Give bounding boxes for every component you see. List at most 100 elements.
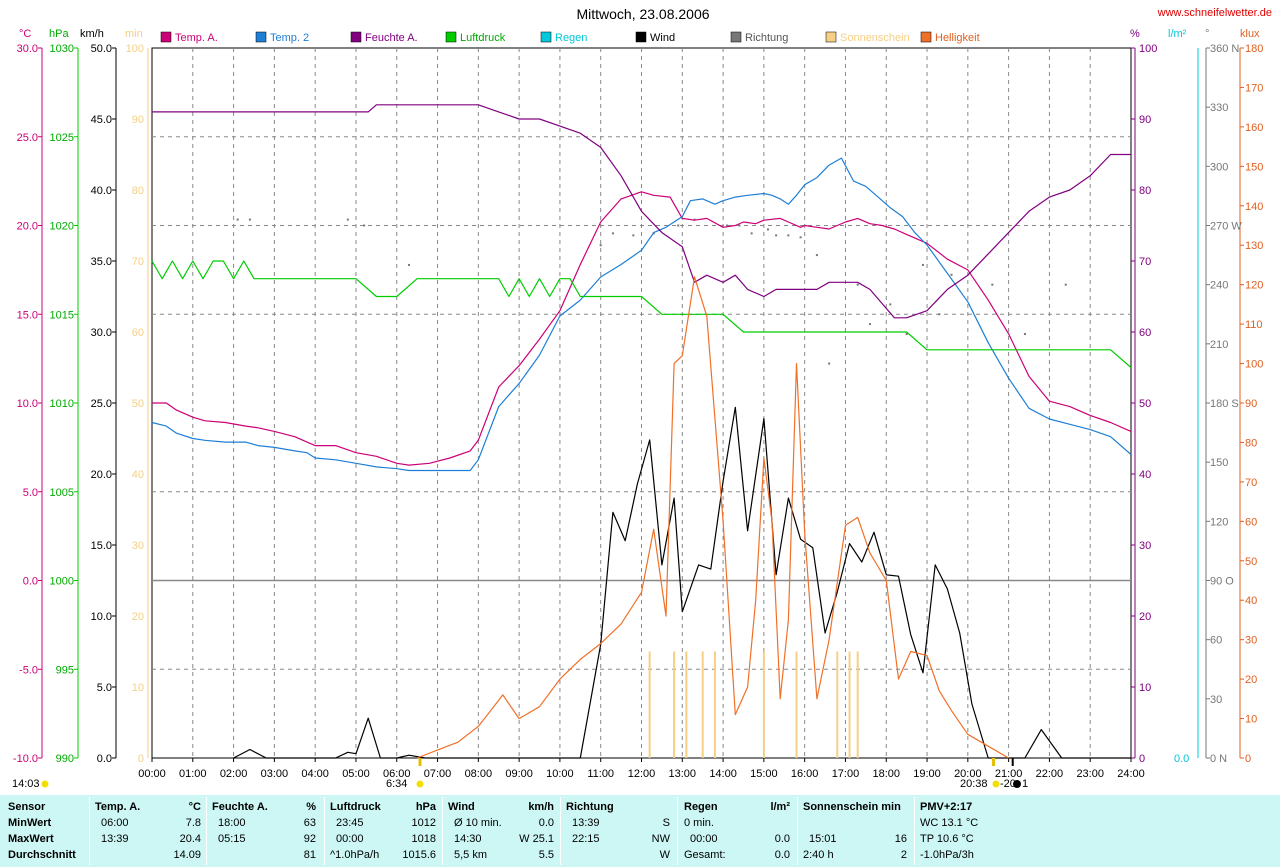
- wind-direction-point: [632, 234, 635, 237]
- wind-tick-label: 50.0: [91, 43, 112, 55]
- statistics-panel: Sensor MinWert MaxWert Durchschnitt Temp…: [0, 795, 1280, 867]
- wind-direction-point: [921, 263, 924, 266]
- pressure-tick-label: 1025: [50, 132, 74, 144]
- legend-label: Helligkeit: [935, 32, 980, 44]
- x-tick-label: 22:00: [1036, 768, 1064, 780]
- wind-tick-label: 0.0: [97, 753, 112, 765]
- luftdruck-line: [151, 260, 1132, 368]
- rain-row2-label: 00:00: [690, 833, 718, 845]
- humidity-tick-label: 80: [1139, 185, 1151, 197]
- brightness-tick-label: 40: [1245, 595, 1257, 607]
- wind-unit: km/h: [528, 801, 554, 813]
- brightness-tick-label: 110: [1245, 319, 1263, 331]
- x-tick-label: 01:00: [179, 768, 207, 780]
- sun-tick-label: 30: [132, 540, 144, 552]
- temp-tick-label: 15.0: [17, 309, 38, 321]
- temp-tick-label: 20.0: [17, 221, 38, 233]
- brightness-tick-label: 120: [1245, 280, 1263, 292]
- x-tick-label: 13:00: [669, 768, 697, 780]
- legend-swatch: [635, 31, 647, 43]
- brightness-tick-label: 80: [1245, 437, 1257, 449]
- brightness-tick-label: 0: [1245, 753, 1251, 765]
- wind-tick-label: 40.0: [91, 185, 112, 197]
- legend-swatch: [350, 31, 362, 43]
- pressure-max: 1018: [411, 833, 436, 845]
- wind-direction-point: [1064, 283, 1067, 286]
- wind-direction-point: [750, 232, 753, 235]
- legend-swatch: [920, 31, 932, 43]
- sun-tick-label: 10: [132, 682, 144, 694]
- x-tick-label: 12:00: [628, 768, 656, 780]
- note-mark-right: -20: [1000, 778, 1016, 790]
- x-tick-label: 20:00: [954, 768, 982, 780]
- humidity-tick-label: 100: [1139, 43, 1157, 55]
- legend-label: Temp. 2: [270, 32, 309, 44]
- brightness-tick-label: 150: [1245, 161, 1263, 173]
- temp-2-line: [151, 157, 1132, 472]
- direction-tick-label: 330: [1210, 102, 1228, 114]
- note-mark-right2: 1: [1022, 778, 1028, 790]
- wind-direction-point: [991, 283, 994, 286]
- wind-direction-point: [346, 218, 349, 221]
- site-link[interactable]: www.schneifelwetter.de: [1157, 7, 1272, 19]
- sun-icon: [41, 780, 49, 788]
- direction-row2-time: 22:15: [572, 833, 600, 845]
- legend-label: Feuchte A.: [365, 32, 418, 44]
- brightness-tick-label: 100: [1245, 359, 1263, 371]
- wind-direction-point: [938, 313, 941, 316]
- x-tick-label: 15:00: [750, 768, 778, 780]
- direction-tick-label: 0 N: [1210, 753, 1227, 765]
- x-tick-label: 11:00: [587, 768, 614, 780]
- humidity-avg: 81: [303, 849, 316, 861]
- pressure-header: Luftdruck: [330, 801, 381, 813]
- humidity-min-time: 18:00: [218, 817, 246, 829]
- humidity-tick-label: 70: [1139, 256, 1151, 268]
- rain-header: Regen: [684, 801, 718, 813]
- brightness-tick-label: 130: [1245, 240, 1263, 252]
- temp-tick-label: -5.0: [19, 664, 38, 676]
- legend-label: Richtung: [745, 32, 788, 44]
- pmv-dewpoint: TP 10.6 °C: [920, 833, 974, 845]
- left-axes: 30.025.020.015.010.05.00.0-5.0-10.010301…: [13, 43, 149, 765]
- brightness-tick-label: 160: [1245, 122, 1263, 134]
- sunrise-label: 6:34: [386, 778, 407, 790]
- stats-temp: Temp. A. °C 06:00 7.8 13:39 20.4 14.09: [95, 795, 205, 867]
- humidity-tick-label: 40: [1139, 469, 1151, 481]
- helligkeit-line: [416, 276, 1009, 759]
- temp-tick-label: 5.0: [23, 487, 38, 499]
- legend-label: Wind: [650, 32, 675, 44]
- humidity-min: 63: [303, 817, 316, 829]
- temp-tick-label: 10.0: [17, 398, 38, 410]
- humidity-tick-label: 30: [1139, 540, 1151, 552]
- x-tick-label: 18:00: [872, 768, 900, 780]
- rain-row1-label: 0 min.: [684, 817, 714, 829]
- brightness-tick-label: 140: [1245, 201, 1263, 213]
- brightness-tick-label: 170: [1245, 82, 1263, 94]
- sun-tick-label: 100: [126, 43, 144, 55]
- wind-direction-point: [799, 236, 802, 239]
- plot-area: [151, 104, 1132, 759]
- temp-tick-label: 25.0: [17, 132, 38, 144]
- pmv-header: PMV+2:17: [920, 801, 973, 813]
- wind-direction-point: [248, 218, 251, 221]
- temp-min: 7.8: [185, 817, 201, 829]
- temp-unit: °C: [188, 801, 201, 813]
- pressure-avg: 1015.6: [402, 849, 436, 861]
- legend-swatch: [825, 31, 837, 43]
- wind-tick-label: 20.0: [91, 469, 112, 481]
- x-tick-label: 06:00: [383, 768, 411, 780]
- sunset-sun-icon: [992, 780, 1000, 788]
- humidity-tick-label: 90: [1139, 114, 1151, 126]
- direction-tick-label: 90 O: [1210, 576, 1234, 588]
- direction-tick-label: 270 W: [1210, 221, 1242, 233]
- pressure-tick-label: 1030: [50, 43, 74, 55]
- feuchte-a-line: [152, 104, 1131, 319]
- stats-direction: Richtung 13:39 S 22:15 NW W: [566, 795, 674, 867]
- sunshine-row2-time: 15:01: [809, 833, 837, 845]
- temp-unit-label: °C: [19, 28, 31, 40]
- direction-tick-label: 210: [1210, 339, 1228, 351]
- wind-row2-value: W 25.1: [519, 833, 554, 845]
- rain-row2-value: 0.0: [774, 833, 790, 845]
- sunset-label: 20:38: [960, 778, 988, 790]
